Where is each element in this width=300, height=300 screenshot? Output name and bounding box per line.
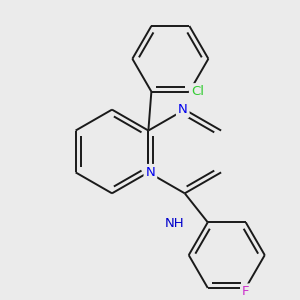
Text: N: N: [178, 103, 188, 116]
Text: NH: NH: [165, 217, 184, 230]
Text: F: F: [242, 285, 250, 298]
Text: N: N: [146, 166, 155, 179]
Text: Cl: Cl: [191, 85, 204, 98]
